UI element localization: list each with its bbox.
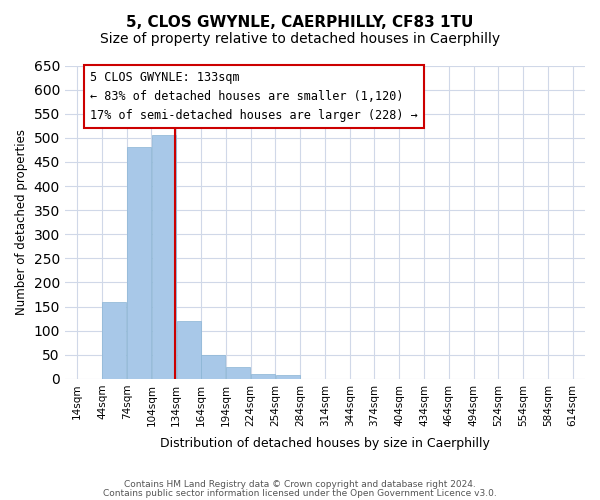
Text: Contains public sector information licensed under the Open Government Licence v3: Contains public sector information licen… xyxy=(103,488,497,498)
Bar xyxy=(127,148,151,379)
Bar xyxy=(202,355,226,379)
Bar xyxy=(103,302,127,379)
Bar xyxy=(276,375,300,379)
Text: 5, CLOS GWYNLE, CAERPHILLY, CF83 1TU: 5, CLOS GWYNLE, CAERPHILLY, CF83 1TU xyxy=(127,15,473,30)
Bar xyxy=(176,321,200,379)
Text: Size of property relative to detached houses in Caerphilly: Size of property relative to detached ho… xyxy=(100,32,500,46)
Text: 5 CLOS GWYNLE: 133sqm
← 83% of detached houses are smaller (1,120)
17% of semi-d: 5 CLOS GWYNLE: 133sqm ← 83% of detached … xyxy=(91,72,418,122)
Bar xyxy=(226,367,250,379)
Bar xyxy=(251,374,275,379)
X-axis label: Distribution of detached houses by size in Caerphilly: Distribution of detached houses by size … xyxy=(160,437,490,450)
Text: Contains HM Land Registry data © Crown copyright and database right 2024.: Contains HM Land Registry data © Crown c… xyxy=(124,480,476,489)
Y-axis label: Number of detached properties: Number of detached properties xyxy=(15,129,28,315)
Bar xyxy=(152,136,176,379)
